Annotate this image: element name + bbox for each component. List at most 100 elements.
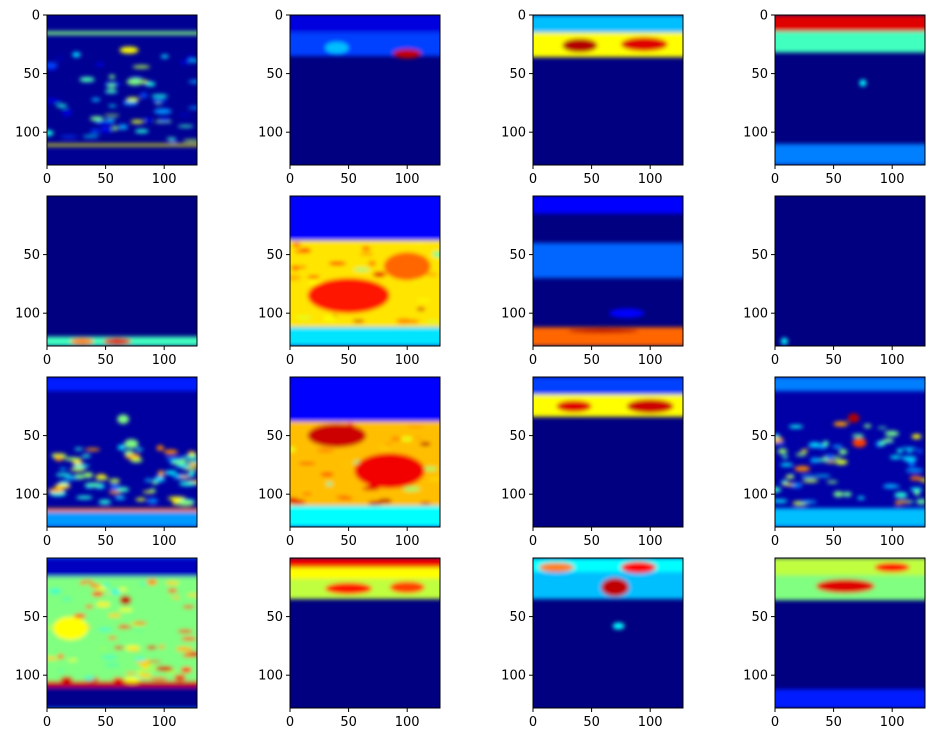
heatmap-texture-mark [67, 658, 78, 662]
heatmap-texture-mark [124, 672, 137, 675]
panel-7: 0 50 100 50 100 [501, 195, 684, 368]
y-tick-label: 50 [751, 248, 768, 263]
axes-frame [774, 557, 926, 709]
heatmap-texture-mark [101, 655, 118, 659]
heatmap-hotspot [816, 579, 875, 594]
heatmap-texture-mark [111, 600, 123, 606]
y-tick-label: 100 [743, 488, 768, 503]
heatmap-texture-mark [83, 472, 94, 479]
heatmap-texture-mark [179, 475, 190, 479]
heatmap-texture-mark [132, 65, 151, 69]
heatmap-hotspot [389, 581, 425, 594]
heatmap-hotspot [852, 437, 867, 448]
x-tick-label: 0 [286, 715, 294, 730]
heatmap-texture-mark [361, 246, 371, 251]
heatmap-texture-mark [187, 106, 197, 110]
heatmap-texture-mark [900, 447, 917, 450]
heatmap-texture-mark [58, 468, 68, 471]
heatmap-texture-mark [367, 260, 377, 267]
heatmap-texture-mark [54, 483, 71, 489]
x-tick-label: 50 [97, 353, 114, 368]
heatmap-texture-mark [800, 449, 809, 453]
heatmap-texture-mark [140, 668, 157, 672]
heatmap-texture-mark [396, 318, 411, 324]
heatmap-texture-mark [95, 62, 104, 67]
heatmap-band [47, 143, 197, 147]
heatmap-texture-mark [172, 596, 180, 600]
heatmap-texture-mark [400, 436, 413, 442]
heatmap-texture-mark [47, 656, 59, 661]
x-tick-label: 0 [771, 715, 779, 730]
heatmap-texture-mark [113, 645, 124, 650]
heatmap-texture-mark [90, 116, 104, 122]
heatmap-texture-mark [782, 483, 794, 486]
axes-frame [289, 14, 441, 166]
heatmap-texture-mark [290, 274, 302, 281]
heatmap-texture-mark [73, 613, 86, 619]
heatmap-texture-mark [153, 476, 166, 483]
axes-frame [46, 376, 198, 528]
heatmap-hotspot [620, 561, 657, 574]
axes-frame [46, 195, 198, 347]
panel-grid: 0 50 100 0 50 100 0 50 100 0 50 100 0 50 100 0 50 100 0 50 1… [15, 9, 926, 730]
heatmap-band [533, 327, 683, 346]
y-tick-label: 0 [32, 9, 40, 24]
heatmap-texture-mark [55, 473, 72, 477]
heatmap-image [775, 15, 925, 165]
y-tick-label: 50 [509, 610, 526, 625]
x-tick-label: 50 [825, 172, 842, 187]
axes-frame [46, 557, 198, 709]
heatmap-texture-mark [96, 120, 115, 125]
heatmap-texture-mark [72, 459, 83, 465]
heatmap-texture-mark [916, 449, 923, 453]
x-tick-label: 100 [638, 353, 663, 368]
heatmap-texture-mark [167, 496, 186, 501]
heatmap-texture-mark [405, 319, 420, 323]
heatmap-texture-mark [894, 492, 908, 498]
panel-9: 0 50 100 50 100 [15, 376, 198, 549]
heatmap-texture-mark [799, 500, 817, 504]
heatmap-texture-mark [884, 430, 900, 437]
heatmap-texture-mark [785, 475, 795, 479]
heatmap-texture-mark [825, 454, 834, 460]
heatmap-texture-mark [188, 452, 197, 457]
heatmap-texture-mark [126, 97, 140, 102]
axes-frame [774, 376, 926, 528]
heatmap-texture-mark [818, 445, 827, 449]
heatmap-texture-mark [148, 660, 162, 663]
heatmap-texture-mark [142, 490, 155, 494]
axes-frame [532, 195, 684, 347]
heatmap-band [47, 558, 197, 577]
heatmap-texture-mark [146, 645, 157, 650]
heatmap-texture-mark [164, 594, 172, 599]
x-tick-label: 50 [825, 353, 842, 368]
heatmap-texture-mark [878, 440, 886, 446]
heatmap-texture-mark [138, 673, 152, 679]
y-tick-label: 100 [258, 307, 283, 322]
heatmap-texture-mark [822, 440, 829, 447]
heatmap-texture-mark [775, 487, 782, 493]
heatmap-texture-mark [419, 442, 431, 446]
heatmap-hotspot [354, 453, 425, 489]
heatmap-texture-mark [109, 478, 121, 484]
heatmap-texture-mark [171, 459, 188, 465]
heatmap-texture-mark [135, 497, 147, 502]
heatmap-texture-mark [118, 608, 133, 612]
heatmap-texture-mark [833, 421, 849, 427]
heatmap-texture-mark [372, 271, 386, 278]
heatmap-texture-mark [54, 456, 64, 461]
y-tick-label: 100 [743, 669, 768, 684]
heatmap-image [775, 196, 925, 346]
heatmap-band [775, 508, 925, 527]
x-tick-label: 100 [395, 353, 420, 368]
y-tick-label: 0 [275, 9, 283, 24]
heatmap-texture-mark [156, 445, 165, 451]
heatmap-band [533, 196, 683, 214]
heatmap-texture-mark [65, 476, 78, 480]
panel-3: 0 50 100 0 50 100 [501, 9, 684, 187]
heatmap-texture-mark [919, 478, 925, 482]
x-tick-label: 100 [152, 715, 177, 730]
heatmap-texture-mark [145, 117, 152, 123]
heatmap-texture-mark [182, 605, 195, 609]
